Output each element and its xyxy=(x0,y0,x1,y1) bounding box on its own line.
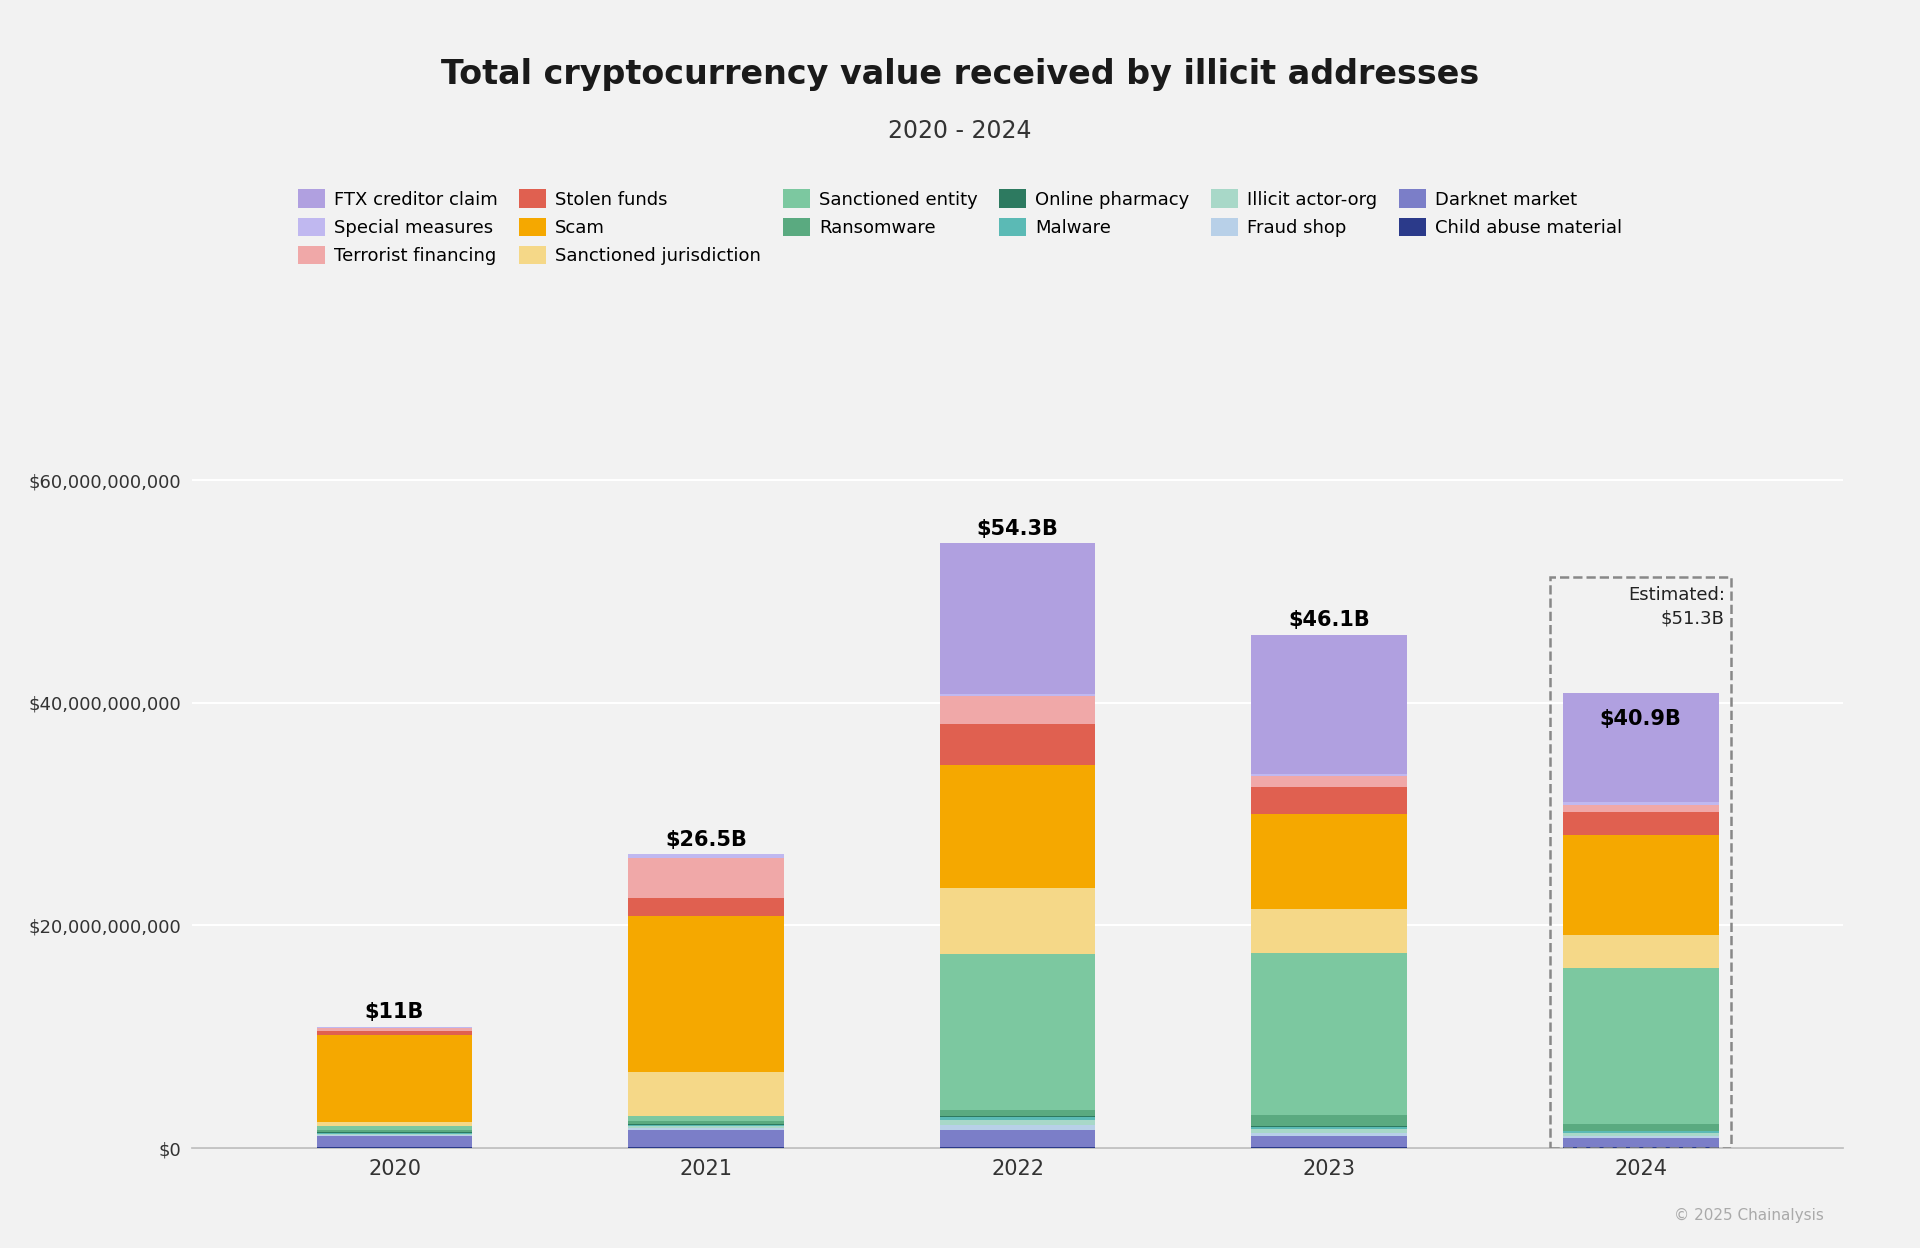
Bar xyxy=(939,1124,1096,1131)
Bar xyxy=(628,855,783,857)
Bar xyxy=(939,724,1096,765)
Bar xyxy=(317,1028,472,1031)
Bar xyxy=(1563,693,1718,802)
Bar xyxy=(317,1122,472,1127)
Text: $46.1B: $46.1B xyxy=(1288,610,1371,630)
Bar xyxy=(1252,1133,1407,1136)
Bar xyxy=(1563,968,1718,1124)
Bar xyxy=(628,1121,783,1124)
Bar xyxy=(628,1072,783,1116)
Bar xyxy=(317,1127,472,1129)
Text: Estimated:
$51.3B: Estimated: $51.3B xyxy=(1628,585,1724,628)
Bar xyxy=(628,1131,783,1147)
Bar xyxy=(1252,1127,1407,1129)
Bar xyxy=(1563,1133,1718,1136)
Bar xyxy=(1252,909,1407,953)
Bar xyxy=(939,1111,1096,1116)
Bar xyxy=(628,1128,783,1131)
Bar xyxy=(628,857,783,897)
Bar xyxy=(939,696,1096,724)
Bar xyxy=(628,1116,783,1121)
Bar xyxy=(939,694,1096,696)
Bar xyxy=(1252,774,1407,776)
Bar xyxy=(628,916,783,1072)
Bar xyxy=(939,1131,1096,1147)
Bar xyxy=(939,765,1096,887)
Bar xyxy=(939,1121,1096,1124)
Text: 2020 - 2024: 2020 - 2024 xyxy=(889,119,1031,144)
Bar xyxy=(1252,953,1407,1114)
Bar xyxy=(939,1117,1096,1121)
Bar xyxy=(1563,1138,1718,1147)
Bar xyxy=(1563,812,1718,835)
Bar xyxy=(939,543,1096,694)
Bar xyxy=(1252,814,1407,909)
Bar xyxy=(317,1035,472,1122)
Bar xyxy=(939,955,1096,1111)
Bar xyxy=(1563,805,1718,812)
Bar xyxy=(628,1126,783,1128)
Bar xyxy=(317,1129,472,1132)
Bar xyxy=(1252,635,1407,774)
Text: $54.3B: $54.3B xyxy=(977,519,1058,539)
Text: $40.9B: $40.9B xyxy=(1599,709,1682,729)
Text: $26.5B: $26.5B xyxy=(664,830,747,850)
Bar xyxy=(1252,776,1407,787)
Bar xyxy=(1563,835,1718,935)
Bar xyxy=(1563,1124,1718,1131)
Text: Total cryptocurrency value received by illicit addresses: Total cryptocurrency value received by i… xyxy=(442,59,1478,91)
Bar xyxy=(628,897,783,916)
Bar xyxy=(1563,802,1718,805)
Bar xyxy=(939,887,1096,955)
Bar xyxy=(1252,787,1407,814)
Text: © 2025 Chainalysis: © 2025 Chainalysis xyxy=(1674,1208,1824,1223)
Bar xyxy=(1563,1136,1718,1138)
Bar xyxy=(1563,935,1718,968)
Bar xyxy=(317,1027,472,1028)
Bar xyxy=(1252,1114,1407,1126)
Bar xyxy=(1252,1136,1407,1147)
Bar xyxy=(317,1136,472,1147)
Bar xyxy=(1252,1129,1407,1133)
Bar xyxy=(317,1031,472,1035)
Text: $11B: $11B xyxy=(365,1002,424,1022)
Legend: FTX creditor claim, Special measures, Terrorist financing, Stolen funds, Scam, S: FTX creditor claim, Special measures, Te… xyxy=(292,183,1628,271)
